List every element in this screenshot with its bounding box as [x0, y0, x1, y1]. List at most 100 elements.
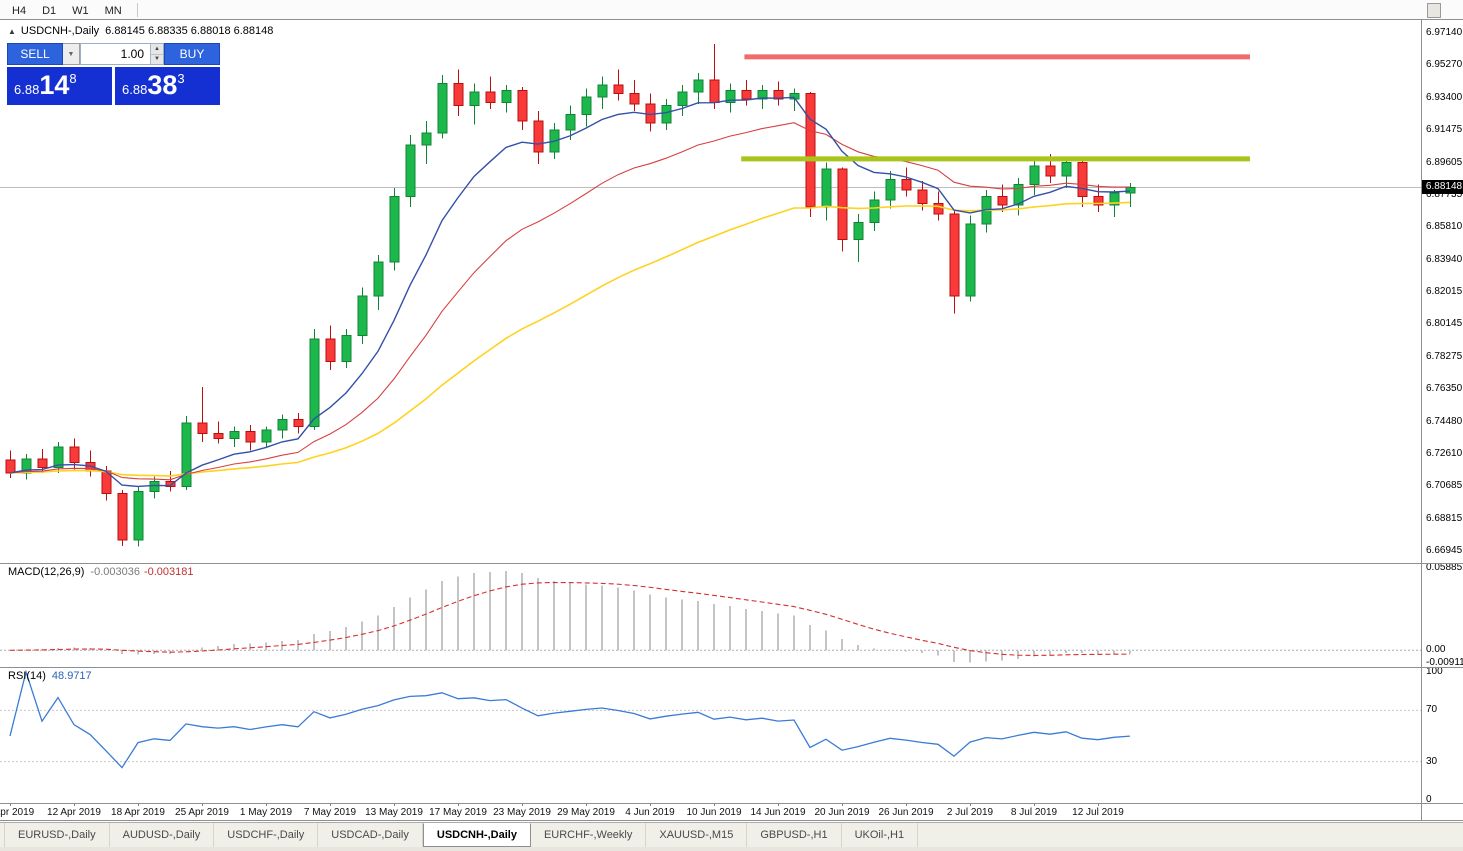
date-tick: [10, 803, 11, 806]
chart-symbol-label: USDCNH-,Daily: [20, 25, 100, 37]
rsi-axis-label: 70: [1426, 704, 1438, 716]
price-label: 6.70685: [1426, 480, 1463, 492]
one-click-collapse-icon[interactable]: ▲: [8, 27, 16, 36]
date-tick: [394, 803, 395, 806]
date-label: 8 Apr 2019: [0, 807, 35, 818]
tab-audusd-daily[interactable]: AUDUSD-,Daily: [110, 823, 215, 847]
ma-slow-line: [9, 201, 1131, 477]
chart-corner-button[interactable]: [1427, 3, 1441, 18]
date-label: 26 Jun 2019: [878, 807, 934, 818]
status-bar: [0, 847, 1463, 851]
date-tick: [266, 803, 267, 806]
price-label: 6.87735: [1426, 188, 1463, 200]
tab-ukoil-h1[interactable]: UKOil-,H1: [842, 823, 919, 847]
tab-xauusd-m15[interactable]: XAUUSD-,M15: [646, 823, 748, 847]
date-tick: [74, 803, 75, 806]
date-tick: [522, 803, 523, 806]
timeframe-button-mn[interactable]: MN: [104, 4, 122, 17]
buy-price-pips: 38: [147, 70, 178, 100]
date-label: 4 Jun 2019: [625, 807, 675, 818]
price-label: 6.95270: [1426, 59, 1463, 71]
tab-eurusd-daily[interactable]: EURUSD-,Daily: [4, 823, 110, 847]
tab-gbpusd-h1[interactable]: GBPUSD-,H1: [747, 823, 842, 847]
date-tick: [1034, 803, 1035, 806]
sell-button[interactable]: SELL: [7, 43, 63, 65]
ma-mid-line: [9, 122, 1130, 481]
ma-fast-line: [9, 96, 1131, 488]
chart-quote-values: 6.88145 6.88335 6.88018 6.88148: [105, 25, 274, 37]
tab-usdcad-daily[interactable]: USDCAD-,Daily: [318, 823, 423, 847]
macd-value-signal: -0.003181: [143, 566, 194, 578]
date-tick: [778, 803, 779, 806]
date-tick: [714, 803, 715, 806]
sell-price-pips: 14: [39, 70, 70, 100]
timeframe-button-d1[interactable]: D1: [42, 4, 57, 17]
sell-price-prefix: 6.88: [14, 82, 40, 97]
timeframe-button-w1[interactable]: W1: [72, 4, 89, 17]
sell-price-display[interactable]: 6.88148: [7, 67, 112, 105]
price-label: 6.74480: [1426, 415, 1463, 427]
buy-button[interactable]: BUY: [164, 43, 220, 65]
chart-tabbar: EURUSD-,Daily AUDUSD-,Daily USDCHF-,Daily U…: [0, 822, 1463, 847]
volume-dropdown-button[interactable]: ▼: [63, 43, 80, 65]
macd-panel-divider: [0, 563, 1463, 564]
price-axis[interactable]: 6.97140 6.95270 6.93400 6.91475 6.89605 6.877…: [1421, 20, 1463, 563]
price-label: 6.85810: [1426, 221, 1463, 233]
buy-price-prefix: 6.88: [122, 82, 148, 97]
date-label: 12 Jul 2019: [1072, 807, 1124, 818]
date-label: 12 Apr 2019: [47, 807, 101, 818]
price-label: 6.89605: [1426, 156, 1463, 168]
price-label: 6.68815: [1426, 512, 1463, 524]
date-label: 18 Apr 2019: [111, 807, 165, 818]
buy-price-point: 3: [177, 71, 185, 86]
timeframe-toolbar: H4 D1 W1 MN: [0, 0, 1463, 20]
macd-name: MACD(12,26,9): [8, 566, 85, 578]
date-tick: [906, 803, 907, 806]
date-tick: [458, 803, 459, 806]
current-price-badge: 6.88148: [1422, 180, 1463, 195]
date-label: 10 Jun 2019: [686, 807, 742, 818]
rsi-line: [9, 669, 1131, 769]
volume-input[interactable]: 1.00: [120, 47, 144, 61]
date-label: 25 Apr 2019: [175, 807, 229, 818]
rsi-axis-label: 0: [1426, 794, 1432, 805]
volume-field[interactable]: 1.00 ▲ ▼: [80, 43, 164, 65]
date-tick: [330, 803, 331, 806]
date-tick: [1098, 803, 1099, 806]
rsi-label: RSI(14) 48.9717: [8, 670, 92, 682]
rsi-axis-label: 30: [1426, 755, 1438, 767]
macd-value-main: -0.003036: [90, 566, 140, 578]
price-label: 6.76350: [1426, 383, 1463, 395]
date-label: 8 Jul 2019: [1010, 807, 1058, 818]
price-label: 6.97140: [1426, 27, 1463, 38]
date-tick: [970, 803, 971, 806]
timeframe-button-h4[interactable]: H4: [12, 4, 27, 17]
main-chart-canvas[interactable]: [0, 20, 1421, 563]
tab-eurchf-weekly[interactable]: EURCHF-,Weekly: [531, 823, 647, 847]
date-label: 2 Jul 2019: [946, 807, 994, 818]
price-label: 6.72610: [1426, 447, 1463, 459]
sell-price-point: 8: [69, 71, 77, 86]
date-label: 23 May 2019: [493, 807, 551, 818]
date-axis[interactable]: 8 Apr 2019 12 Apr 2019 18 Apr 2019 25 Apr 2…: [0, 803, 1421, 821]
tab-usdchf-daily[interactable]: USDCHF-,Daily: [214, 823, 319, 847]
macd-axis-label: 0.00: [1426, 644, 1446, 656]
tab-usdcnh-daily[interactable]: USDCNH-,Daily: [422, 823, 531, 847]
macd-axis-label: -0.009116: [1426, 657, 1463, 668]
volume-spin-up-icon[interactable]: ▲: [151, 44, 163, 55]
date-tick: [586, 803, 587, 806]
price-label: 6.66945: [1426, 545, 1463, 556]
rsi-panel-canvas: [0, 669, 1421, 769]
rsi-value: 48.9717: [51, 670, 92, 682]
date-tick: [842, 803, 843, 806]
price-label: 6.78275: [1426, 350, 1463, 362]
buy-price-display[interactable]: 6.88383: [115, 67, 220, 105]
date-tick: [202, 803, 203, 806]
date-label: 29 May 2019: [557, 807, 615, 818]
date-label: 1 May 2019: [239, 807, 293, 818]
rsi-axis-label: 100: [1426, 666, 1443, 677]
date-tick: [138, 803, 139, 806]
volume-spin-down-icon[interactable]: ▼: [151, 54, 163, 64]
date-label: 17 May 2019: [429, 807, 487, 818]
